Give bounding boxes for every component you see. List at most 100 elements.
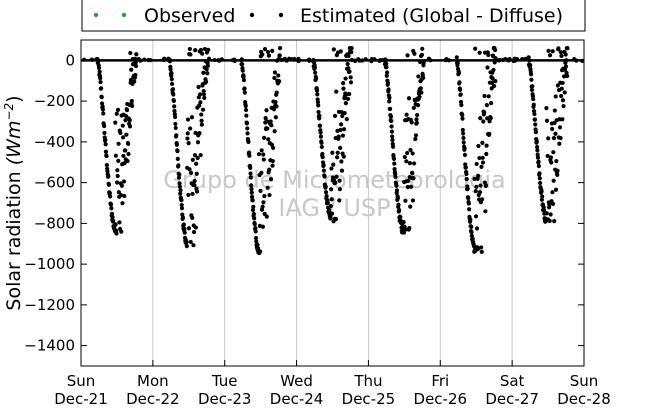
estimated-point <box>250 198 255 203</box>
estimated-point <box>407 225 412 231</box>
estimated-point <box>195 155 200 161</box>
estimated-point <box>269 123 274 128</box>
estimated-point <box>545 153 550 159</box>
estimated-point <box>474 161 479 167</box>
estimated-point <box>559 53 564 59</box>
estimated-point <box>201 92 207 97</box>
estimated-point <box>393 174 398 179</box>
estimated-point <box>411 105 416 111</box>
estimated-point <box>133 72 138 78</box>
estimated-point <box>271 145 276 150</box>
estimated-point <box>119 183 124 188</box>
estimated-point <box>347 91 352 97</box>
estimated-point <box>109 211 115 216</box>
legend-box <box>81 0 586 32</box>
x-tick-label-date: Dec-21 <box>54 390 108 408</box>
estimated-point <box>460 127 465 133</box>
estimated-point <box>270 48 275 53</box>
estimated-point <box>466 195 471 201</box>
estimated-point <box>529 77 534 82</box>
estimated-point <box>531 102 536 107</box>
estimated-point <box>268 119 273 124</box>
estimated-point <box>273 100 278 105</box>
estimated-point <box>198 47 204 53</box>
estimated-point <box>190 191 195 197</box>
estimated-point <box>109 206 114 211</box>
estimated-point <box>256 152 262 157</box>
estimated-point <box>389 129 394 134</box>
y-tick-label: −200 <box>34 92 75 110</box>
estimated-point <box>328 215 333 220</box>
estimated-point <box>497 57 502 63</box>
estimated-point <box>265 126 270 131</box>
estimated-point <box>369 56 374 62</box>
estimated-point <box>548 212 553 217</box>
estimated-point <box>337 187 342 192</box>
estimated-point <box>267 192 272 198</box>
estimated-point <box>405 150 410 156</box>
estimated-point <box>388 114 394 119</box>
estimated-point <box>171 98 176 103</box>
estimated-point <box>410 198 416 203</box>
estimated-point <box>555 168 560 173</box>
estimated-point <box>341 81 346 86</box>
estimated-point <box>315 92 320 97</box>
estimated-point <box>108 194 113 199</box>
estimated-point <box>239 57 244 62</box>
estimated-point <box>317 123 323 128</box>
estimated-point <box>390 137 395 143</box>
estimated-point <box>172 104 177 109</box>
legend: Observed Estimated (Global - Diffuse) <box>81 0 586 32</box>
estimated-point <box>475 246 480 252</box>
estimated-point <box>349 46 354 51</box>
estimated-point <box>312 65 318 70</box>
estimated-point <box>343 76 348 81</box>
estimated-point <box>122 193 127 199</box>
estimated-point <box>178 188 183 193</box>
estimated-point <box>188 170 194 176</box>
estimated-point <box>344 117 349 122</box>
estimated-point <box>339 168 345 173</box>
estimated-point <box>341 86 346 91</box>
estimated-point <box>418 59 423 65</box>
estimated-point <box>528 72 534 77</box>
estimated-point <box>316 103 321 108</box>
estimated-point <box>412 51 417 56</box>
estimated-point <box>546 48 551 53</box>
estimated-point <box>200 51 205 56</box>
estimated-point <box>530 84 535 89</box>
estimated-point <box>564 58 569 63</box>
estimated-point <box>482 110 487 115</box>
estimated-point <box>408 147 413 153</box>
estimated-point <box>462 146 467 151</box>
x-tick-label-date: Dec-25 <box>342 390 396 408</box>
estimated-point <box>260 52 265 57</box>
estimated-point <box>340 113 345 119</box>
y-tick-label: −600 <box>34 174 75 192</box>
estimated-point <box>263 116 268 121</box>
estimated-point <box>396 207 402 213</box>
estimated-point <box>341 154 346 159</box>
estimated-point <box>264 214 269 219</box>
estimated-point <box>340 133 345 138</box>
estimated-point <box>98 76 103 81</box>
estimated-point <box>349 50 354 55</box>
estimated-point <box>249 187 254 192</box>
estimated-point <box>179 202 184 208</box>
estimated-point <box>196 84 201 90</box>
estimated-point <box>120 123 125 128</box>
estimated-point <box>201 88 206 94</box>
x-tick-label-day: Mon <box>137 372 169 390</box>
estimated-point <box>478 183 483 188</box>
estimated-point <box>260 204 265 209</box>
estimated-point <box>483 209 488 214</box>
estimated-point <box>242 90 247 95</box>
estimated-point <box>346 53 351 59</box>
estimated-point <box>334 89 339 94</box>
legend-estimated-marker <box>249 12 255 18</box>
estimated-point <box>553 94 558 99</box>
estimated-point <box>253 226 258 231</box>
estimated-point <box>192 178 197 184</box>
estimated-point <box>248 171 253 176</box>
